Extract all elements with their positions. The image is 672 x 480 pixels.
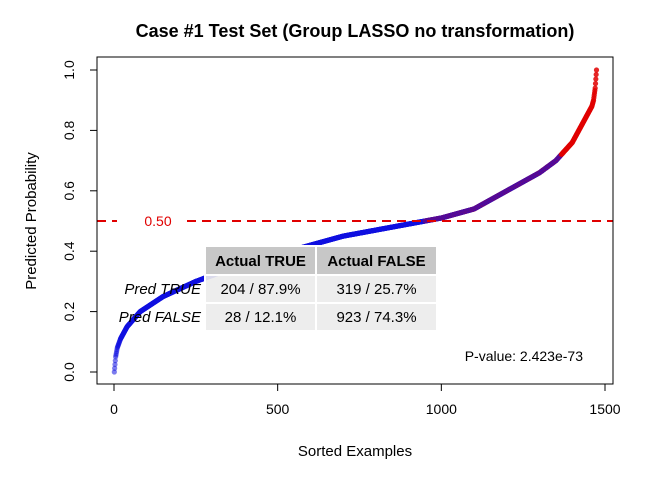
y-tick-label: 0.0 bbox=[61, 362, 77, 382]
table-cell-value: 204 / 87.9% bbox=[220, 281, 300, 298]
x-axis: 0 500 1000 1500 bbox=[110, 383, 621, 417]
data-point bbox=[593, 67, 600, 73]
table-cell bbox=[204, 274, 317, 304]
y-tick-label: 0.4 bbox=[61, 241, 77, 261]
data-point bbox=[593, 76, 599, 82]
data-point bbox=[111, 369, 117, 375]
table-cell-value: 28 / 12.1% bbox=[225, 309, 297, 326]
data-point bbox=[112, 365, 118, 371]
data-point bbox=[592, 80, 599, 87]
y-axis: 0.0 0.2 0.4 0.6 0.8 1.0 bbox=[61, 60, 97, 382]
data-point bbox=[112, 358, 118, 364]
cutoff-label-bg bbox=[117, 212, 185, 230]
table-cell-value: 923 / 74.3% bbox=[336, 309, 416, 326]
y-tick-label: 0.6 bbox=[61, 181, 77, 201]
x-tick-label: 0 bbox=[110, 401, 118, 417]
data-point bbox=[593, 71, 599, 78]
cutoff-layer: 0.50 bbox=[97, 212, 613, 230]
y-tick-label: 0.8 bbox=[61, 120, 77, 140]
data-point bbox=[112, 361, 118, 368]
x-tick-label: 1000 bbox=[426, 401, 457, 417]
confusion-table: Actual TRUE Actual FALSE Pred TRUE 204 / 87… bbox=[119, 245, 438, 332]
y-tick-label: 0.2 bbox=[61, 302, 77, 322]
table-row-label: Pred FALSE bbox=[119, 309, 202, 326]
x-tick-label: 1500 bbox=[589, 401, 620, 417]
x-axis-label: Sorted Examples bbox=[298, 443, 412, 460]
cutoff-label: 0.50 bbox=[144, 213, 171, 229]
table-cell bbox=[315, 302, 438, 332]
table-header-cell bbox=[315, 245, 438, 276]
chart-title: Case #1 Test Set (Group LASSO no transfo… bbox=[136, 21, 575, 41]
table-row-label: Pred TRUE bbox=[124, 281, 202, 298]
data-point bbox=[592, 85, 598, 91]
y-tick-label: 1.0 bbox=[61, 60, 77, 80]
table-header-label: Actual FALSE bbox=[327, 253, 425, 270]
table-cell-value: 319 / 25.7% bbox=[336, 281, 416, 298]
table-cell bbox=[204, 302, 317, 332]
x-tick-label: 500 bbox=[266, 401, 290, 417]
table-cell bbox=[315, 274, 438, 304]
table-header-cell bbox=[204, 245, 317, 276]
table-header-label: Actual TRUE bbox=[215, 253, 306, 270]
p-value-annotation: P-value: 2.423e-73 bbox=[465, 348, 584, 364]
y-axis-label: Predicted Probability bbox=[23, 152, 40, 290]
